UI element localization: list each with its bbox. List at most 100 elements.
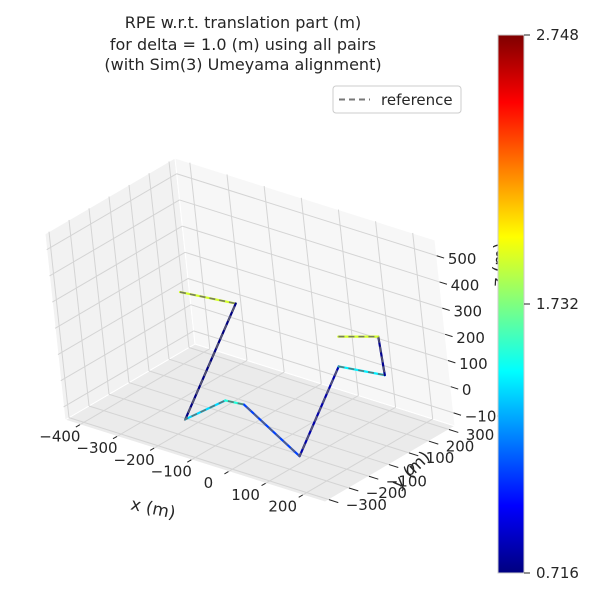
x-gridline xyxy=(337,209,359,396)
z-tick-label: 300 xyxy=(453,303,482,321)
y-gridline xyxy=(68,219,90,407)
colorbar-tick-label: 0.716 xyxy=(536,564,579,582)
x-tick xyxy=(75,424,81,428)
x-tick-label: −200 xyxy=(114,451,155,469)
y-tick xyxy=(368,475,379,480)
z-tick xyxy=(439,281,448,285)
y-gridline xyxy=(108,393,370,477)
x-gridline xyxy=(265,406,396,484)
z-tick-label: 0 xyxy=(462,381,472,399)
z-gridline xyxy=(193,330,454,414)
z-tick xyxy=(436,255,445,259)
reference-line xyxy=(179,291,386,458)
z-gridline xyxy=(190,304,451,388)
x-gridline xyxy=(226,174,248,361)
y-gridline xyxy=(88,405,350,489)
x-tick xyxy=(224,471,229,475)
legend: reference xyxy=(332,85,462,114)
y-tick xyxy=(348,487,359,492)
x-tick-label: −300 xyxy=(76,439,117,457)
x-gridline xyxy=(153,371,285,449)
y-gridline xyxy=(168,358,430,442)
z-gridline xyxy=(182,225,443,309)
z-gridline xyxy=(60,304,192,382)
z-gridline xyxy=(54,251,186,329)
chart-title-line-1: RPE w.r.t. translation part (m) xyxy=(125,13,361,32)
x-tick xyxy=(112,435,118,440)
z-tick-label: 400 xyxy=(451,276,480,294)
y-tick xyxy=(328,499,339,504)
chart-title-line-3: (with Sim(3) Umeyama alignment) xyxy=(104,55,381,74)
x-gridline xyxy=(302,418,433,496)
y-gridline xyxy=(108,196,130,383)
y-tick-label: −100 xyxy=(386,473,427,491)
z-gridline xyxy=(176,173,437,257)
x-tick-label: 200 xyxy=(268,498,297,516)
colorbar-tick-label: 2.748 xyxy=(536,26,579,44)
y-gridline xyxy=(168,161,190,348)
z-gridline xyxy=(49,199,180,277)
z-tick-label: 200 xyxy=(456,329,485,347)
y-tick-label: −200 xyxy=(366,484,407,502)
x-tick-label: −400 xyxy=(39,427,80,445)
z-gridline xyxy=(179,199,440,283)
legend-reference-label: reference xyxy=(381,91,453,109)
x-gridline xyxy=(191,383,322,461)
chart-title: RPE w.r.t. translation part (m) for delt… xyxy=(104,13,381,74)
y-tick-label: 200 xyxy=(446,437,475,455)
trajectory-segment xyxy=(178,290,237,305)
z-gridline xyxy=(52,225,183,303)
y-tick xyxy=(408,452,419,457)
z-tick xyxy=(450,386,459,390)
colorbar: 0.716 1.732 2.748 xyxy=(497,26,579,582)
z-tick-label: 100 xyxy=(459,355,488,373)
z-gridline xyxy=(63,330,194,408)
z-tick xyxy=(442,307,450,311)
y-gridline xyxy=(88,208,110,395)
x-gridline xyxy=(116,359,248,437)
x-gridline xyxy=(189,162,211,349)
y-tick xyxy=(388,464,399,468)
y-tick-label: 0 xyxy=(406,461,416,479)
z-gridline xyxy=(184,251,446,335)
x-tick-label: 100 xyxy=(231,486,260,504)
y-gridline xyxy=(188,347,450,430)
back-wall-pane xyxy=(174,157,456,427)
z-tick-label: −100 xyxy=(465,407,506,425)
x-tick-label: 0 xyxy=(204,474,214,492)
colorbar-tick-label: 1.732 xyxy=(536,295,579,313)
x-gridline xyxy=(228,395,359,472)
x-gridline xyxy=(263,186,285,373)
x-gridline xyxy=(300,197,322,384)
y-tick-label: 100 xyxy=(426,449,455,467)
y-gridline xyxy=(148,173,170,360)
z-gridline xyxy=(57,278,189,355)
x-tick-label: −100 xyxy=(151,463,192,481)
x-tick xyxy=(187,459,192,463)
z-tick-label: 500 xyxy=(448,250,477,268)
colorbar-gradient xyxy=(497,34,525,574)
y-tick-label: 300 xyxy=(466,426,495,444)
x-gridline xyxy=(79,348,211,426)
y-tick xyxy=(448,429,459,433)
x-axis-label: x (m) xyxy=(129,495,177,524)
y-tick-label: −300 xyxy=(346,496,387,514)
y-gridline xyxy=(48,231,70,418)
y-gridline xyxy=(148,370,410,454)
colorbar-ticks: 0.716 1.732 2.748 xyxy=(524,26,579,582)
x-gridline xyxy=(412,232,434,420)
legend-box xyxy=(332,85,462,114)
x-tick xyxy=(261,482,266,487)
plot-series xyxy=(178,290,386,458)
y-gridline xyxy=(68,417,330,501)
axes-grid xyxy=(46,161,454,501)
x-tick xyxy=(298,494,303,498)
z-tick xyxy=(444,333,453,338)
y-tick xyxy=(428,440,439,445)
z-tick xyxy=(453,412,462,416)
z-gridline xyxy=(187,278,449,361)
z-gridline xyxy=(46,173,177,251)
y-gridline xyxy=(128,184,150,371)
